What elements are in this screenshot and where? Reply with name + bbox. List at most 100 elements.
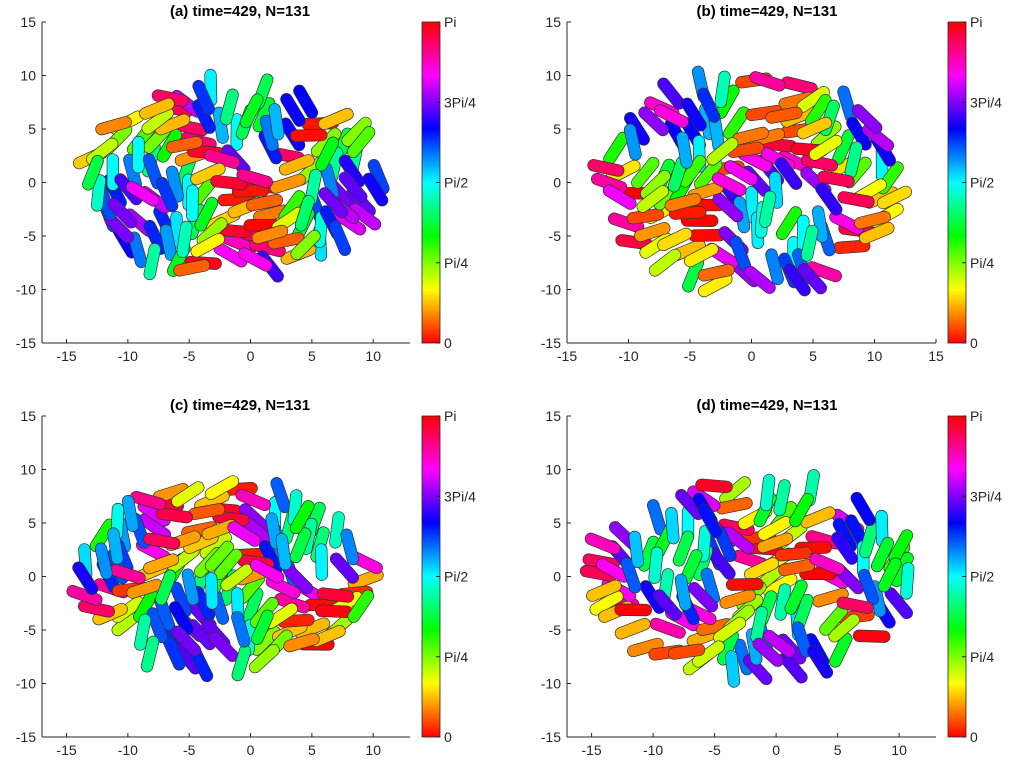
colorbar-tick-label: Pi/2 (970, 569, 994, 585)
cell-rod (347, 589, 375, 623)
cell-rod (132, 135, 145, 174)
colorbar-tick-label: 0 (444, 335, 452, 351)
cell-rod (714, 70, 731, 108)
cell-rod (828, 613, 860, 643)
cell-rod (723, 106, 750, 140)
cell-rod (817, 170, 855, 188)
colorbar-tick-label: 3Pi/4 (444, 94, 476, 110)
cell-rod (231, 610, 251, 648)
y-tick-label: -15 (541, 335, 561, 351)
cell-rod (724, 160, 759, 186)
cell-rod (697, 263, 735, 282)
colorbar-tick-label: Pi/2 (444, 569, 468, 585)
cell-rod (815, 182, 843, 216)
cell-rod (809, 552, 845, 576)
cell-rod (346, 126, 376, 158)
cell-rod (649, 617, 686, 639)
cell-rod (759, 473, 776, 512)
colorbar-tick-label: 3Pi/4 (444, 488, 476, 504)
x-tick-label: 5 (809, 348, 817, 364)
cell-rod (318, 187, 348, 219)
cell-rod (190, 162, 226, 186)
cell-rod (143, 553, 180, 575)
cell-rod (851, 104, 883, 134)
x-tick-label: -10 (618, 348, 638, 364)
cell-rod (759, 190, 777, 228)
colorbar-tick-label: Pi (970, 14, 982, 30)
panel-4: (d) time=429, N=131 -15 -10 -5 0 5 10 -15 -10 -5 0… (541, 397, 1002, 758)
cell-rod (697, 272, 733, 298)
colorbar-tick-label: 3Pi/4 (970, 488, 1002, 504)
cell-rod (586, 579, 622, 602)
cell-rod (176, 220, 193, 258)
cell-rod (681, 97, 707, 132)
x-tick-label: -10 (118, 348, 138, 364)
cell-rod (614, 617, 651, 640)
cell-rod (248, 643, 280, 674)
cell-rod (294, 195, 315, 232)
cell-rod (270, 477, 291, 514)
colorbar-tick-label: Pi (970, 408, 982, 424)
cell-rod (854, 210, 891, 230)
cell-rod (683, 243, 719, 268)
y-tick-label: -15 (541, 729, 561, 745)
cell-rod (620, 557, 642, 594)
cell-rod (72, 561, 99, 596)
cell-rod (634, 222, 671, 243)
cell-rod (239, 93, 264, 129)
cell-rod (315, 604, 353, 619)
cell-rod (623, 123, 642, 161)
cell-rod (713, 616, 747, 644)
cell-rod (743, 557, 780, 581)
cell-rod (168, 601, 194, 636)
cell-rod (775, 206, 802, 240)
cell-rod (837, 191, 875, 209)
x-tick-label: -5 (183, 348, 196, 364)
cell-rod (204, 475, 240, 500)
cell-rod (143, 532, 181, 550)
cell-rod (765, 248, 784, 286)
cell-rod (155, 569, 177, 606)
y-tick-label: 15 (20, 14, 36, 30)
cell-rod (82, 154, 104, 191)
cell-rod (648, 546, 664, 585)
y-tick-label: 5 (553, 121, 561, 137)
cell-rod (829, 632, 853, 668)
y-tick-label: -15 (16, 335, 36, 351)
y-tick-label: -5 (549, 228, 562, 244)
cell-rod (154, 113, 191, 136)
cell-rod (125, 181, 160, 207)
cell-rod (236, 168, 273, 189)
y-tick-label: -5 (24, 622, 37, 638)
cell-rod (836, 596, 874, 615)
cell-rod (190, 233, 225, 258)
cell-rod (280, 93, 306, 127)
cell-rod (653, 104, 689, 128)
cell-rod (329, 552, 359, 584)
x-tick-label: -15 (581, 742, 601, 758)
cell-rod (268, 103, 285, 141)
y-tick-label: 5 (553, 515, 561, 531)
cell-rod (584, 532, 621, 555)
cell-rod (246, 193, 284, 212)
cell-rod (631, 156, 660, 189)
cell-rod (338, 171, 368, 203)
x-tick-label: 0 (772, 742, 780, 758)
cell-rod (107, 197, 138, 229)
cell-rod (697, 87, 721, 123)
cell-rod (800, 506, 836, 529)
panel-2: (b) time=429, N=131 -15 -10 -5 0 5 10 15 -15 -10 -… (541, 3, 1002, 364)
cell-rod (315, 543, 329, 581)
cell-rod (665, 506, 680, 545)
cell-rod (140, 635, 160, 673)
cell-rod (227, 521, 262, 547)
y-tick-label: -10 (16, 282, 36, 298)
colorbar-tick-label: Pi (444, 408, 456, 424)
cell-rod (289, 527, 312, 564)
x-tick-label: 5 (834, 742, 842, 758)
colorbar-tick-label: Pi/4 (444, 649, 468, 665)
cell-rod (628, 530, 645, 569)
cell-rod (725, 650, 741, 688)
x-tick-label: 10 (867, 348, 883, 364)
